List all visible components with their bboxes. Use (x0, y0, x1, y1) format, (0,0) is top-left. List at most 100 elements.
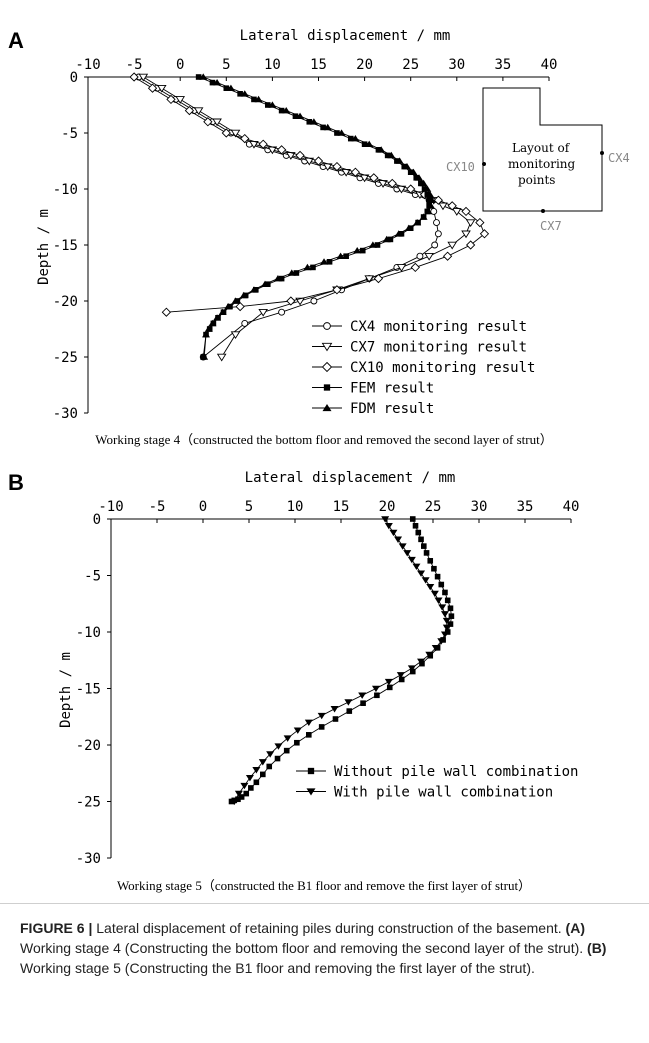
panel-a-series-fdm-result-point (351, 135, 360, 142)
panel-b-series-with-pile-wall-combination-point (396, 672, 405, 679)
panel-b-x-tick-label: 30 (471, 499, 488, 515)
panel-b-series-with-pile-wall-combination-point (417, 658, 426, 665)
panel-a-label: A (8, 28, 24, 53)
panel-a-series-cx10-monitoring-result-point (129, 72, 139, 82)
panel-a-series-cx7-monitoring-result-point (230, 129, 241, 138)
panel-a-series-fdm-result-point (382, 235, 391, 243)
panel-a-series-cx4-monitoring-result-point (416, 252, 424, 260)
panel-a-series-fem-result-point (223, 85, 230, 91)
panel-a-series-cx10-monitoring-result-point (332, 285, 342, 295)
figure-caption-part-a-text: Working stage 4 (Constructing the bottom… (20, 940, 588, 956)
panel-a-series-fdm-result-point (395, 157, 404, 164)
panel-b-x-axis-title: Lateral displacement / mm (245, 470, 456, 486)
panel-a-x-tick-label: 25 (402, 57, 419, 73)
panel-b-series-with-pile-wall-combination-point (230, 798, 239, 806)
panel-a-series-fem-result-point (343, 253, 349, 259)
panel-b-series-without-pile-wall-combination-point (318, 724, 325, 730)
figure-caption-intro: Lateral displacement of retaining piles … (92, 920, 566, 936)
panel-b-legend-swatch-marker (307, 767, 315, 775)
panel-a-series-fdm-result-point (287, 269, 296, 276)
figure-caption-part-b-text: Working stage 5 (Constructing the B1 flo… (20, 960, 535, 976)
panel-a-series-cx4-monitoring-result-point (310, 297, 318, 305)
inset-label-cx10: CX10 (446, 160, 475, 174)
panel-a-series-cx7-monitoring-result-point (461, 230, 471, 239)
panel-a-legend-label: FEM result (350, 381, 434, 397)
panel-a-series-fem-result-point (278, 275, 285, 282)
panel-b-series-without-pile-wall-combination-point (235, 796, 241, 803)
panel-b-series-with-pile-wall-combination-point (274, 743, 283, 750)
panel-b-series-with-pile-wall-combination-point (412, 563, 421, 571)
panel-a-series-fdm-result-point (261, 280, 270, 287)
panel-a-legend-label: CX7 monitoring result (350, 340, 527, 356)
panel-a-series-cx7-monitoring-result-point (138, 73, 149, 82)
panel-a-series-fdm-result-point (365, 140, 374, 147)
panel-a-series-fem-result-point (407, 169, 414, 175)
panel-b-series-with-pile-wall-combination-point (430, 590, 439, 598)
panel-a-series-cx7-monitoring-result-point (465, 219, 476, 228)
panel-a-series-fdm-result-point (337, 129, 346, 136)
caption-divider (0, 903, 649, 904)
panel-a-series-cx10-monitoring-result-point (313, 156, 324, 166)
panel-b-series-with-pile-wall-combination-point (421, 577, 430, 584)
panel-a-series-fem-result-point (387, 236, 394, 243)
panel-a-series-fdm-result-point (403, 163, 412, 170)
panel-a-series-fdm-result-point (218, 308, 227, 315)
panel-a-series-cx10-monitoring-result-point (221, 128, 231, 138)
panel-b-series-without-pile-wall-combination-point (238, 794, 245, 800)
panel-a-series-fem-result-point (264, 102, 271, 108)
panel-a-series-cx10-monitoring-result-point (465, 240, 476, 250)
panel-b-series-without-pile-wall-combination-point (409, 516, 416, 522)
panel-a-series-fdm-result-point (426, 191, 435, 198)
panel-a-series-fdm-result-point (226, 84, 235, 91)
panel-a-series-cx7-monitoring-result-point (216, 353, 227, 362)
panel-a-series-fdm-result-point (426, 202, 435, 209)
panel-a-series-cx7-monitoring-result-point (258, 308, 268, 317)
panel-b-series-without-pile-wall-combination-point (228, 798, 235, 805)
panel-a-y-tick-label: -10 (53, 182, 78, 198)
panel-a-series-fdm-result-point (303, 263, 312, 271)
panel-b-series-without-pile-wall-combination-point (266, 763, 273, 770)
panel-b-series-without-pile-wall-combination-point (434, 573, 441, 580)
panel-b-x-tick-label: 15 (333, 499, 350, 515)
panel-b-y-tick-label: -25 (76, 795, 101, 811)
panel-a-series-fdm-result-point (231, 297, 240, 304)
panel-b-series-with-pile-wall-combination-point (440, 611, 449, 618)
panel-a-series-cx7-monitoring-result-point (156, 84, 167, 93)
panel-a-series-fdm-result-point (353, 247, 362, 254)
panel-a-series-fem-result-point (264, 281, 271, 287)
panel-a-series-cx10-monitoring-result-line (133, 76, 486, 313)
panel-b-series-without-pile-wall-combination-point (332, 716, 339, 722)
panel-a-series-cx7-monitoring-result-point (424, 252, 434, 261)
panel-b-series-without-pile-wall-combination-point (274, 755, 281, 762)
panel-a-y-tick-label: -15 (53, 238, 78, 254)
panel-a-series-fdm-result-point (427, 196, 436, 203)
panel-a-series-fem-result-point (310, 264, 316, 271)
panel-b-series-with-pile-wall-combination-point (389, 529, 398, 537)
panel-a-series-fdm-result-point (368, 241, 377, 248)
panel-b-series-with-pile-wall-combination-point (417, 570, 426, 577)
panel-b-y-tick-label: -15 (76, 682, 101, 698)
panel-a-legend-swatch-marker (323, 384, 331, 391)
panel-b-legend-label: With pile wall combination (334, 785, 553, 801)
panel-b-series-with-pile-wall-combination-point (437, 638, 446, 645)
panel-b-series-with-pile-wall-combination-point (304, 719, 313, 726)
panel-a-series-fem-result-point (384, 152, 391, 159)
panel-b-legend-item: Without pile wall combination (296, 764, 578, 780)
panel-b-series-with-pile-wall-combination-point (266, 751, 275, 758)
panel-b-series-with-pile-wall-combination-point (425, 651, 434, 659)
panel-a-series-fdm-result-point (200, 353, 209, 360)
panel-b-series-without-pile-wall-combination-point (423, 550, 430, 556)
panel-b: B Lateral displacement / mm Depth / m -1… (8, 470, 579, 893)
panel-a-series-fdm-result-point (213, 314, 222, 321)
panel-a-series-fdm-result-point (413, 219, 422, 226)
panel-a-series-fem-result-point (347, 135, 354, 142)
panel-a-series-fem-result-point (326, 259, 333, 265)
panel-b-stage-caption: Working stage 5（constructed the B1 floor… (117, 878, 531, 893)
panel-b-series-with-pile-wall-combination-point (407, 665, 416, 672)
panel-a-series-fdm-result-point (282, 107, 291, 114)
panel-a-series-cx7-monitoring-result-point (438, 202, 448, 211)
panel-b-series-with-pile-wall-combination-point (344, 699, 353, 706)
panel-b-legend-swatch-marker (306, 788, 316, 796)
panel-a-series-cx10-monitoring-result-point (203, 117, 213, 127)
panel-b-series-with-pile-wall-combination-point (283, 735, 292, 742)
